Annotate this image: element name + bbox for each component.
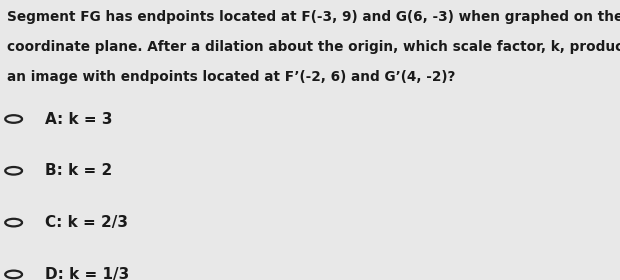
Text: D: k = 1/3: D: k = 1/3: [45, 267, 129, 280]
Text: coordinate plane. After a dilation about the origin, which scale factor, k, prod: coordinate plane. After a dilation about…: [7, 40, 620, 54]
Text: A: k = 3: A: k = 3: [45, 111, 112, 127]
Text: Segment FG has endpoints located at F(-3, 9) and G(6, -3) when graphed on the: Segment FG has endpoints located at F(-3…: [7, 10, 620, 24]
Text: B: k = 2: B: k = 2: [45, 163, 112, 178]
Text: an image with endpoints located at F’(-2, 6) and G’(4, -2)?: an image with endpoints located at F’(-2…: [7, 70, 456, 84]
Text: C: k = 2/3: C: k = 2/3: [45, 215, 128, 230]
